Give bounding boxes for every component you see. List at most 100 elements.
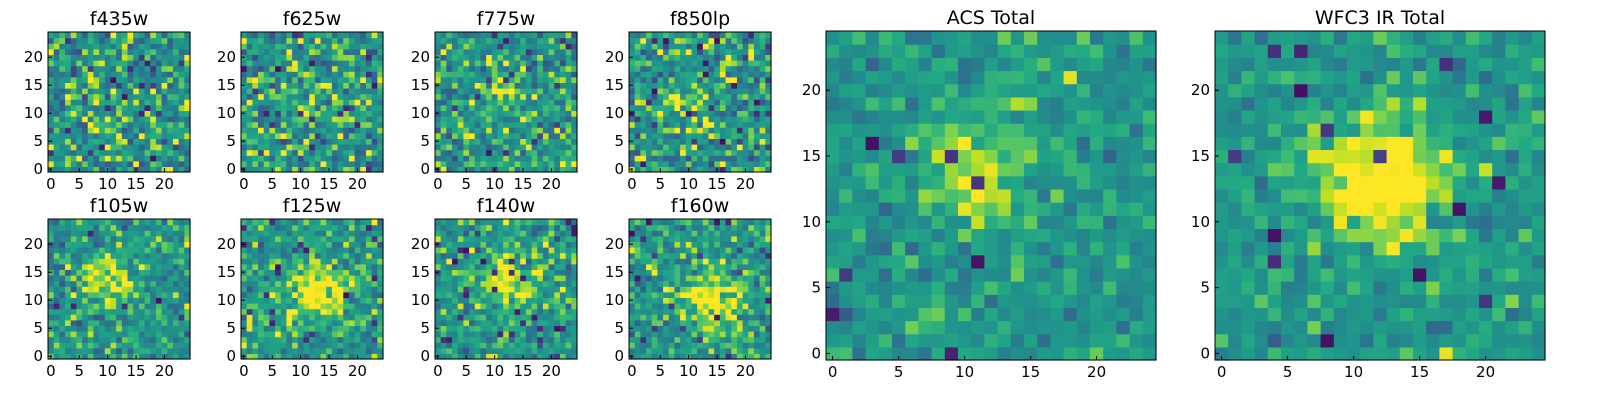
pixel-cell <box>503 116 510 123</box>
pixel-cell <box>258 71 265 78</box>
pixel-cell <box>537 241 544 248</box>
pixel-cell <box>514 110 521 117</box>
pixel-cell <box>127 314 134 321</box>
pixel-cell <box>309 336 316 343</box>
pixel-cell <box>629 336 636 343</box>
pixel-cell <box>457 319 464 326</box>
pixel-cell <box>537 121 544 128</box>
pixel-cell <box>93 121 100 128</box>
pixel-cell <box>320 291 327 298</box>
pixel-cell <box>491 291 499 298</box>
pixel-cell <box>680 132 687 139</box>
pixel-cell <box>520 155 527 162</box>
pixel-cell <box>702 286 710 293</box>
pixel-cell <box>537 291 544 298</box>
pixel-cell <box>337 275 344 282</box>
pixel-cell <box>116 149 123 156</box>
pixel-cell <box>76 224 83 231</box>
pixel-cell <box>155 303 163 310</box>
pixel-cell <box>446 43 453 50</box>
pixel-cell <box>542 258 550 265</box>
pixel-cell <box>121 110 129 117</box>
pixel-cell <box>446 82 453 89</box>
pixel-cell <box>309 230 316 237</box>
pixel-cell <box>184 71 191 78</box>
pixel-cell <box>76 88 83 95</box>
pixel-cell <box>663 331 670 338</box>
pixel-cell <box>691 48 698 55</box>
pixel-cell <box>708 104 715 111</box>
pixel-cell <box>110 132 117 139</box>
pixel-cell <box>548 160 555 167</box>
pixel-cell <box>161 144 168 151</box>
pixel-cell <box>48 219 55 226</box>
pixel-cell <box>674 258 681 265</box>
pixel-cell <box>668 54 676 61</box>
pixel-cell <box>138 144 146 151</box>
pixel-cell <box>668 166 676 173</box>
pixel-cell <box>258 149 265 156</box>
pixel-cell <box>93 155 100 162</box>
pixel-cell <box>269 269 276 276</box>
pixel-cell <box>554 99 561 106</box>
pixel-cell <box>297 37 305 44</box>
pixel-cell <box>651 48 658 55</box>
pixel-cell <box>491 230 499 237</box>
pixel-cell <box>263 303 270 310</box>
pixel-cell <box>246 308 253 315</box>
pixel-cell <box>127 219 134 226</box>
pixel-cell <box>326 252 333 259</box>
pixel-cell <box>144 138 151 145</box>
pixel-cell <box>59 48 66 55</box>
pixel-cell <box>474 76 482 83</box>
pixel-cell <box>70 247 77 254</box>
pixel-cell <box>172 149 180 156</box>
pixel-cell <box>93 144 100 151</box>
pixel-cell <box>269 331 276 338</box>
pixel-cell <box>144 48 151 55</box>
pixel-cell <box>714 116 721 123</box>
pixel-cell <box>508 160 516 167</box>
pixel-cell <box>731 308 738 315</box>
pixel-cell <box>53 269 60 276</box>
pixel-cell <box>371 144 378 151</box>
pixel-cell <box>59 82 66 89</box>
pixel-cell <box>127 325 134 332</box>
pixel-cell <box>314 336 322 343</box>
pixel-cell <box>452 116 459 123</box>
pixel-cell <box>525 280 533 287</box>
pixel-cell <box>121 314 129 321</box>
pixel-cell <box>731 60 738 67</box>
pixel-cell <box>127 286 134 293</box>
pixel-cell <box>531 155 538 162</box>
pixel-cell <box>446 331 453 338</box>
pixel-cell <box>246 291 253 298</box>
pixel-cell <box>486 219 493 226</box>
y-tick-label: 0 <box>33 160 43 178</box>
pixel-cell <box>309 252 316 259</box>
pixel-cell <box>53 104 60 111</box>
pixel-cell <box>497 286 504 293</box>
pixel-cell <box>668 104 676 111</box>
pixel-cell <box>474 275 482 282</box>
pixel-cell <box>348 60 356 67</box>
pixel-cell <box>343 99 350 106</box>
pixel-cell <box>280 224 288 231</box>
x-tick-label: 20 <box>348 362 367 380</box>
pixel-cell <box>565 104 572 111</box>
pixel-cell <box>127 235 134 242</box>
pixel-cell <box>753 76 761 83</box>
pixel-cell <box>480 104 487 111</box>
pixel-cell <box>377 314 384 321</box>
pixel-cell <box>53 230 60 237</box>
pixel-cell <box>691 331 698 338</box>
pixel-cell <box>759 166 766 173</box>
pixel-cell <box>241 342 248 349</box>
pixel-cell <box>668 353 676 360</box>
pixel-cell <box>668 132 676 139</box>
pixel-cell <box>759 121 766 128</box>
pixel-cell <box>172 252 180 259</box>
pixel-cell <box>640 275 647 282</box>
pixel-cell <box>629 258 636 265</box>
pixel-cell <box>565 144 572 151</box>
